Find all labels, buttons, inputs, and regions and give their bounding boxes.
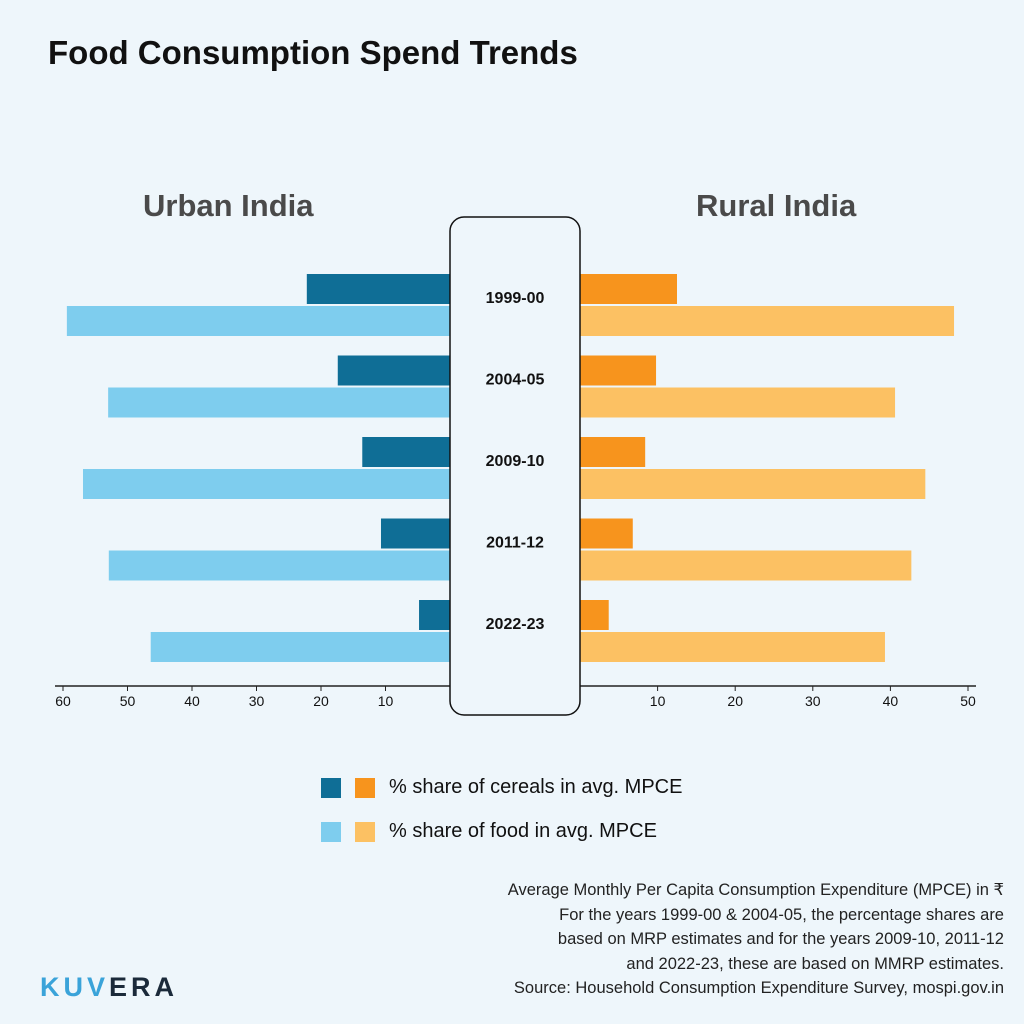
page-title: Food Consumption Spend Trends	[48, 34, 578, 71]
legend-label: % share of cereals in avg. MPCE	[389, 776, 683, 798]
rural-cereals-bar	[580, 274, 677, 304]
urban-cereals-bar	[306, 274, 450, 304]
urban-tick-label: 20	[313, 693, 329, 709]
legend-swatch-rural-food	[355, 821, 375, 842]
rural-food-bar	[580, 387, 896, 418]
urban-food-bar	[108, 550, 451, 581]
logo-part: ERA	[109, 972, 179, 1002]
year-label: 2004-05	[486, 372, 545, 389]
urban-panel-title: Urban India	[143, 188, 314, 223]
rural-cereals-bar	[580, 518, 633, 549]
rural-panel-title: Rural India	[696, 188, 857, 223]
note-line: based on MRP estimates and for the years…	[557, 930, 1004, 948]
urban-cereals-bar	[362, 437, 450, 467]
urban-food-bar	[82, 469, 451, 499]
rural-cereals-bar	[580, 355, 657, 386]
urban-cereals-bar	[419, 600, 450, 630]
rural-food-bar	[580, 550, 912, 581]
note-line: Source: Household Consumption Expenditur…	[513, 979, 1004, 997]
legend-swatch-rural-cereals	[355, 777, 375, 798]
legend-swatch-urban-food	[321, 821, 341, 842]
year-label: 1999-00	[486, 290, 545, 307]
year-label: 2011-12	[486, 535, 544, 552]
legend-cereals: % share of cereals in avg. MPCE	[321, 776, 682, 799]
note-line: and 2022-23, these are based on MMRP est…	[626, 954, 1004, 973]
logo-part: KUV	[40, 972, 110, 1002]
urban-tick-label: 50	[120, 693, 136, 709]
rural-cereals-bar	[580, 600, 609, 630]
rural-tick-label: 30	[805, 693, 821, 709]
urban-cereals-bar	[380, 518, 450, 549]
rural-tick-label: 10	[650, 693, 666, 709]
urban-food-bar	[150, 632, 450, 662]
legend-swatch-urban-cereals	[321, 777, 341, 798]
rural-tick-label: 20	[727, 693, 743, 709]
rural-tick-label: 40	[883, 693, 899, 709]
urban-tick-label: 40	[184, 693, 200, 709]
urban-tick-label: 10	[378, 693, 394, 709]
rural-food-bar	[580, 469, 926, 499]
urban-tick-label: 60	[55, 693, 71, 709]
note-line: Average Monthly Per Capita Consumption E…	[507, 881, 1004, 899]
urban-food-bar	[66, 306, 451, 336]
year-label: 2022-23	[486, 616, 545, 633]
year-label-box	[449, 216, 581, 716]
note-line: For the years 1999-00 & 2004-05, the per…	[559, 905, 1004, 924]
rural-cereals-bar	[580, 437, 646, 467]
legend-food: % share of food in avg. MPCE	[321, 820, 657, 843]
rural-tick-label: 50	[960, 693, 976, 709]
urban-food-bar	[108, 387, 451, 418]
footnote: Average Monthly Per Capita Consumption E…	[508, 878, 1004, 1001]
rural-food-bar	[580, 306, 955, 336]
rural-food-bar	[580, 632, 885, 662]
urban-tick-label: 30	[249, 693, 265, 709]
urban-cereals-bar	[337, 355, 450, 386]
year-label: 2009-10	[486, 453, 545, 470]
legend-label: % share of food in avg. MPCE	[389, 820, 657, 842]
kuvera-logo: KUVERA	[40, 972, 178, 1003]
